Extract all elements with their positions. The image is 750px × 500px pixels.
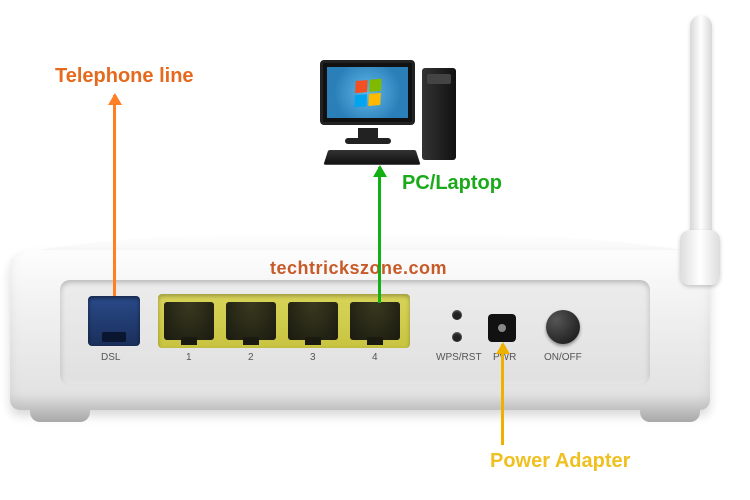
dsl-port: [88, 296, 140, 346]
router-foot-right: [640, 406, 700, 422]
telephone-arrow: [113, 95, 116, 296]
keyboard-icon: [323, 150, 420, 165]
router-foot-left: [30, 406, 90, 422]
pc-arrow-head: [373, 165, 387, 177]
eth-port-3: [288, 302, 338, 340]
pc-laptop-label: PC/Laptop: [402, 172, 502, 195]
power-jack: [488, 314, 516, 342]
power-arrow: [501, 344, 504, 445]
onoff-label: ON/OFF: [544, 352, 582, 363]
pc-icon: [320, 60, 460, 170]
eth-label-1: 1: [186, 352, 192, 363]
rst-button: [452, 332, 462, 342]
eth-port-4: [350, 302, 400, 340]
dsl-port-label: DSL: [101, 352, 120, 363]
eth-port-1: [164, 302, 214, 340]
watermark-text: techtrickszone.com: [270, 258, 447, 279]
eth-label-2: 2: [248, 352, 254, 363]
monitor-screen: [327, 67, 408, 118]
onoff-button: [546, 310, 580, 344]
telephone-line-label: Telephone line: [55, 65, 194, 88]
eth-label-4: 4: [372, 352, 378, 363]
pc-tower-icon: [422, 68, 456, 160]
windows-logo-icon: [354, 78, 381, 106]
monitor-icon: [320, 60, 415, 125]
monitor-base: [345, 138, 391, 144]
power-arrow-head: [496, 342, 510, 354]
wps-label: WPS/RST: [436, 352, 482, 363]
eth-label-3: 3: [310, 352, 316, 363]
telephone-arrow-head: [108, 93, 122, 105]
power-adapter-label: Power Adapter: [490, 450, 630, 473]
eth-port-2: [226, 302, 276, 340]
wps-button: [452, 310, 462, 320]
antenna: [690, 15, 712, 240]
pc-arrow: [378, 167, 381, 303]
antenna-base: [680, 230, 720, 285]
